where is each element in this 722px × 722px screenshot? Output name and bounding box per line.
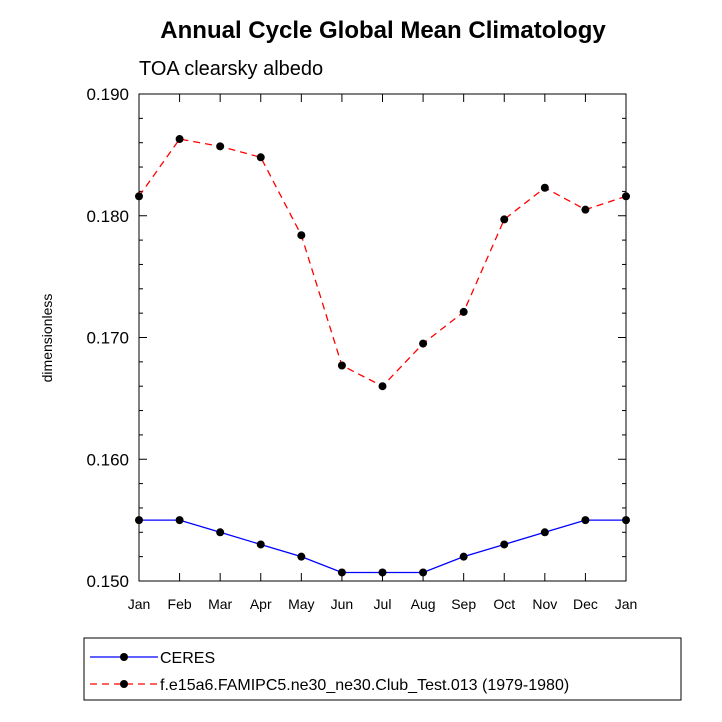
series-1-point: [378, 382, 387, 391]
x-tick-label: Apr: [250, 596, 272, 612]
series-line-1: [138, 138, 627, 387]
series-1-point: [540, 183, 549, 192]
series-0-point: [378, 568, 387, 577]
legend-label-0: CERES: [160, 650, 215, 667]
y-axis-label: dimensionless: [39, 294, 55, 383]
series-0-point: [175, 516, 184, 525]
series-1-point: [419, 339, 428, 348]
plot-frame: [138, 93, 627, 582]
x-tick-label: Jun: [331, 596, 354, 612]
x-tick-label: May: [288, 596, 314, 612]
series-1-point: [135, 192, 143, 201]
series-0-point: [297, 552, 306, 561]
x-tick-label: Jul: [374, 596, 392, 612]
series-1-point: [622, 192, 630, 201]
series-line-0: [139, 519, 626, 574]
series-0-point: [540, 528, 549, 537]
legend-marker-1: [120, 680, 128, 688]
series-0-point: [216, 528, 225, 537]
legend-marker-0: [120, 653, 128, 661]
series-0-point: [135, 516, 143, 525]
chart-title: Annual Cycle Global Mean Climatology: [160, 17, 606, 44]
legend: CERES f.e15a6.FAMIPC5.ne30_ne30.Club_Test…: [83, 637, 682, 701]
y-tick-label: 0.160: [86, 450, 129, 469]
series-1-point: [459, 307, 468, 316]
y-tick-label: 0.190: [86, 85, 129, 104]
series-layer: [135, 135, 630, 577]
series-0-point: [419, 568, 428, 577]
series-1-point: [500, 215, 509, 224]
y-tick-label: 0.180: [86, 207, 129, 226]
x-tick-label: Aug: [411, 596, 436, 612]
x-tick-label: Oct: [493, 596, 515, 612]
x-tick-label: Jan: [128, 596, 151, 612]
x-tick-label: Nov: [532, 596, 557, 612]
chart-subtitle: TOA clearsky albedo: [139, 58, 323, 80]
x-tick-label: Dec: [573, 596, 598, 612]
series-0-point: [256, 540, 265, 549]
series-1-point: [216, 142, 225, 151]
legend-frame: [83, 637, 682, 701]
y-tick-label: 0.150: [86, 572, 129, 591]
series-1-point: [256, 153, 265, 162]
series-0-point: [581, 516, 590, 525]
series-0-point: [622, 516, 630, 525]
series-0-point: [459, 552, 468, 561]
axes-layer: Jan Feb Mar Apr May Jun Jul Aug Sep Oct Nov Dec Jan 0…: [86, 85, 637, 612]
x-tick-label: Mar: [208, 596, 232, 612]
series-0-point: [337, 568, 346, 577]
x-tick-label: Jan: [615, 596, 638, 612]
y-tick-label: 0.170: [86, 329, 129, 348]
series-1-point: [581, 205, 590, 214]
legend-label-1: f.e15a6.FAMIPC5.ne30_ne30.Club_Test.013 …: [160, 677, 569, 694]
x-tick-label: Feb: [168, 596, 192, 612]
series-1-point: [175, 135, 184, 144]
series-1-point: [297, 231, 306, 240]
series-1-point: [337, 361, 346, 370]
series-0-point: [500, 540, 509, 549]
x-tick-label: Sep: [451, 596, 476, 612]
